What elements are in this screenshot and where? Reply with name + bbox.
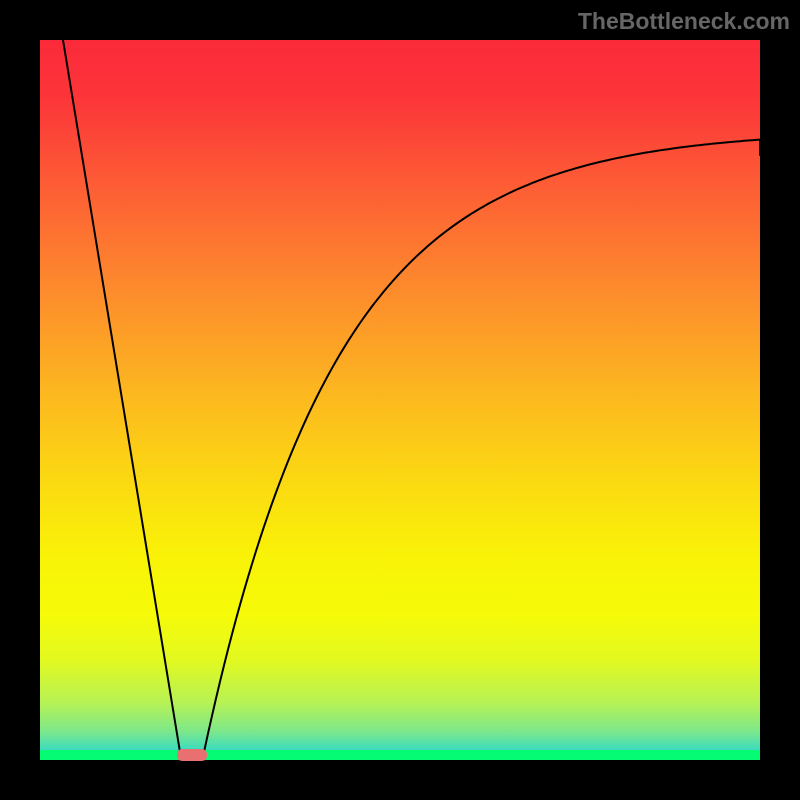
watermark-text: TheBottleneck.com xyxy=(578,8,790,35)
baseline-band xyxy=(40,750,760,760)
bottleneck-chart xyxy=(0,0,800,800)
chart-container: TheBottleneck.com xyxy=(0,0,800,800)
minimum-marker xyxy=(177,749,207,761)
chart-background xyxy=(40,40,760,760)
